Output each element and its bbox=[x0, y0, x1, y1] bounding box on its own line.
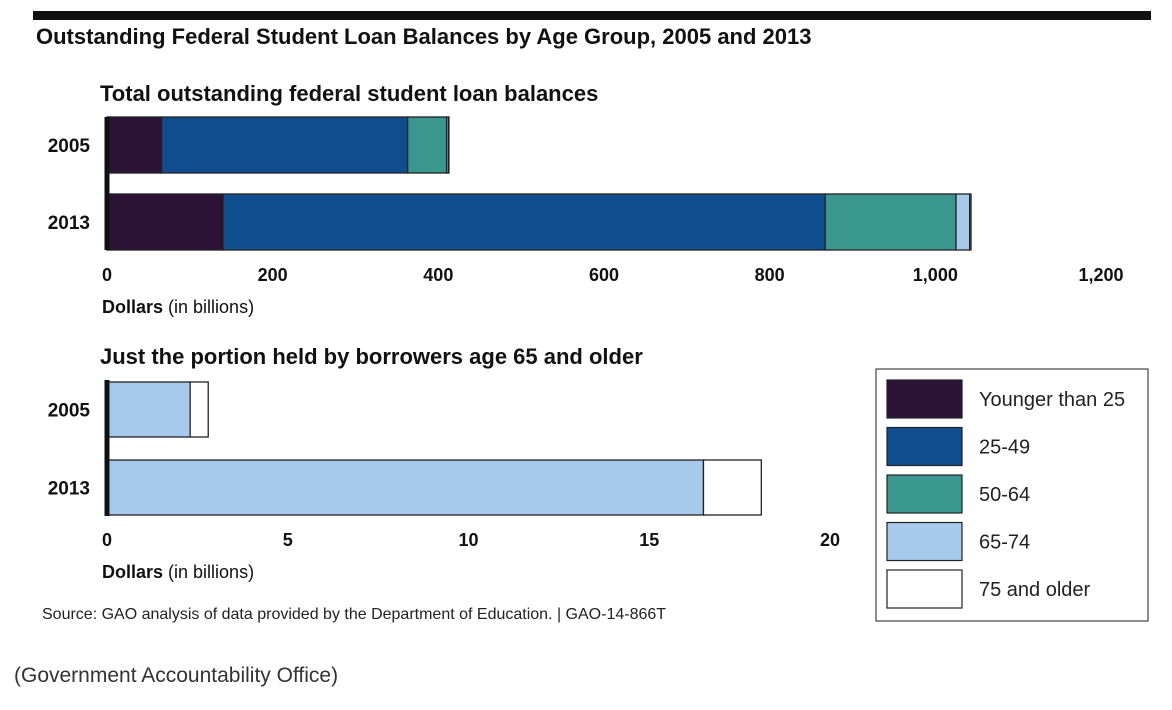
legend-swatch-25-49 bbox=[886, 426, 963, 467]
bar-2013-younger-than-25 bbox=[106, 193, 224, 251]
x-tick-label: 200 bbox=[258, 265, 288, 285]
category-label-2005: 2005 bbox=[48, 401, 91, 422]
legend-swatch-younger-than-25 bbox=[886, 379, 963, 419]
bar-2013-65-74 bbox=[106, 459, 705, 516]
bar-2005-25-49 bbox=[161, 116, 409, 174]
x-axis-label: Dollars (in billions) bbox=[102, 562, 254, 582]
bar-2013-50-64 bbox=[824, 193, 957, 251]
bar-2005-65-74 bbox=[106, 381, 191, 438]
legend: Younger than 25 25-49 50-64 65-74 75 and old… bbox=[875, 368, 1149, 622]
x-tick-label: 400 bbox=[423, 265, 453, 285]
bar-2013-75-and-older bbox=[969, 193, 972, 251]
figure-title: Outstanding Federal Student Loan Balance… bbox=[36, 24, 812, 49]
legend-label-25-49: 25-49 bbox=[979, 437, 1030, 459]
top-rule bbox=[33, 11, 1151, 20]
source-note: Source: GAO analysis of data provided by… bbox=[42, 606, 666, 623]
bar-2013-75-and-older bbox=[702, 459, 762, 516]
x-tick-label: 1,200 bbox=[1078, 265, 1123, 285]
legend-label-younger-than-25: Younger than 25 bbox=[979, 389, 1125, 411]
x-tick-label: 5 bbox=[283, 530, 293, 550]
panel-title: Just the portion held by borrowers age 6… bbox=[100, 344, 643, 369]
x-tick-label: 600 bbox=[589, 265, 619, 285]
bar-2005-50-64 bbox=[407, 116, 448, 174]
legend-swatch-75-and-older bbox=[886, 569, 963, 609]
x-axis-label-main: Dollars bbox=[102, 562, 163, 582]
bar-2005-younger-than-25 bbox=[106, 116, 163, 174]
legend-label-75-and-older: 75 and older bbox=[979, 579, 1091, 601]
x-tick-label: 0 bbox=[102, 530, 112, 550]
x-tick-label: 10 bbox=[458, 530, 478, 550]
legend-swatch-50-64 bbox=[886, 474, 963, 514]
panel-total-balances: Total outstanding federal student loan b… bbox=[48, 81, 1124, 317]
x-axis-label-note: (in billions) bbox=[163, 297, 254, 317]
category-label-2013: 2013 bbox=[48, 479, 90, 500]
x-tick-label: 1,000 bbox=[913, 265, 958, 285]
x-tick-label: 0 bbox=[102, 265, 112, 285]
x-axis-label: Dollars (in billions) bbox=[102, 297, 254, 317]
x-tick-label: 800 bbox=[755, 265, 785, 285]
x-axis-label-main: Dollars bbox=[102, 297, 163, 317]
x-tick-label: 15 bbox=[639, 530, 659, 550]
bar-2013-25-49 bbox=[222, 193, 826, 251]
bar-2013-65-74 bbox=[955, 193, 971, 251]
panel-title: Total outstanding federal student loan b… bbox=[100, 81, 598, 106]
category-label-2013: 2013 bbox=[48, 213, 90, 234]
panel-age-65-and-older: Just the portion held by borrowers age 6… bbox=[48, 344, 840, 582]
image-caption: (Government Accountability Office) bbox=[14, 664, 339, 687]
legend-label-50-64: 50-64 bbox=[979, 484, 1030, 506]
x-tick-label: 20 bbox=[820, 530, 840, 550]
legend-label-65-74: 65-74 bbox=[979, 532, 1030, 554]
bar-2005-75-and-older bbox=[189, 381, 209, 438]
x-axis-label-note: (in billions) bbox=[163, 562, 254, 582]
category-label-2005: 2005 bbox=[48, 136, 91, 157]
legend-swatch-65-74 bbox=[886, 521, 963, 562]
